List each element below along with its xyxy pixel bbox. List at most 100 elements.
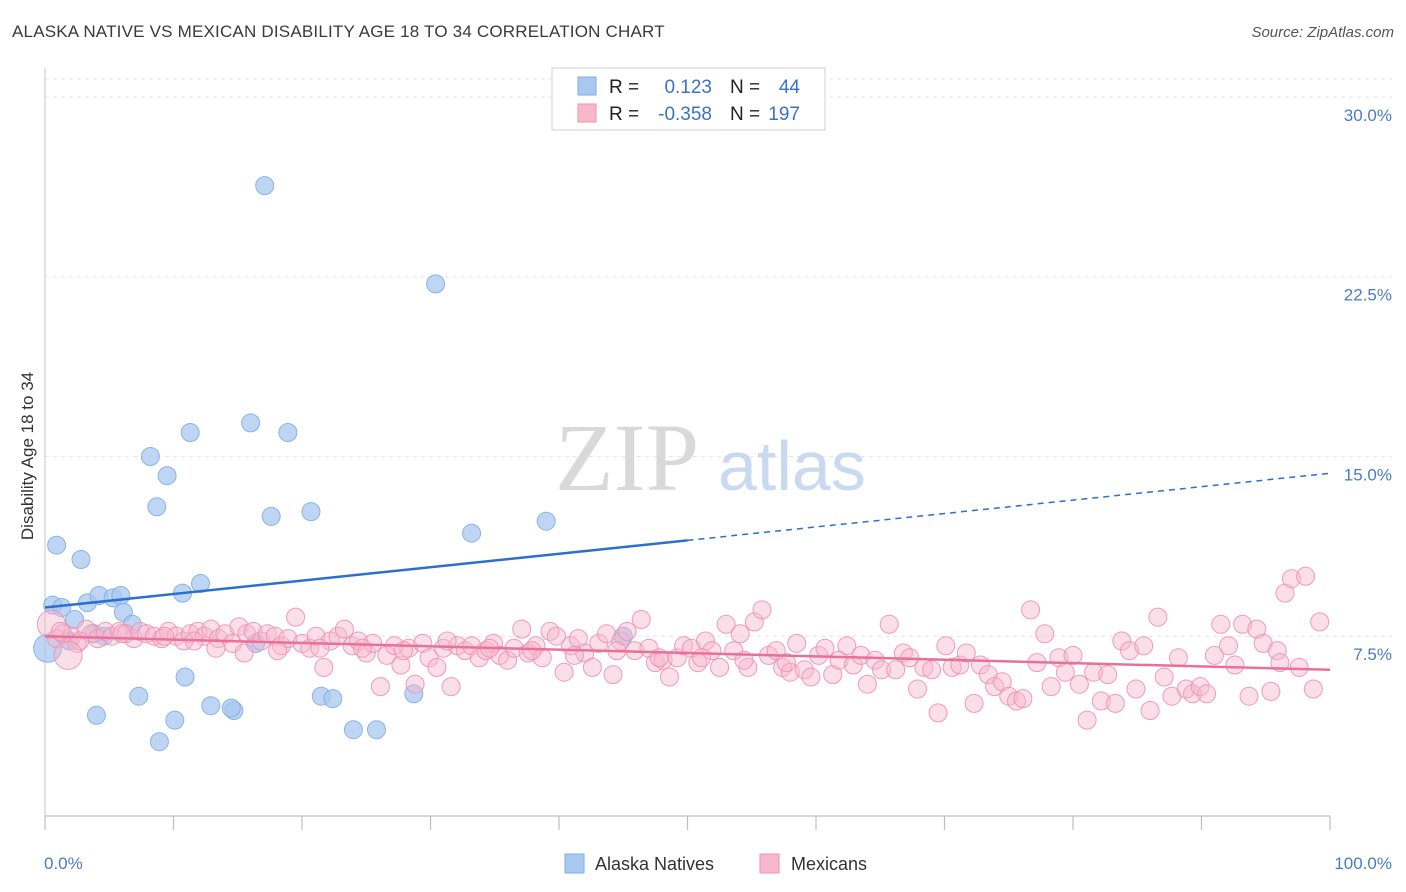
legend-r-value-alaska: 0.123 [664,77,712,98]
mexican-point [310,638,330,658]
mexican-point [589,633,609,653]
mexican-point [399,638,419,658]
alaska-point [367,720,386,740]
alaska-point [165,710,185,730]
mexican-point [1261,681,1281,701]
alaska-point [201,696,221,716]
legend-n-label-alaska: N = [730,77,760,98]
mexican-point [419,648,439,668]
mexican-point [716,614,736,634]
mexican-point [206,638,226,658]
mexican-point [1021,600,1041,620]
legend-r-value-mexicans: -0.358 [658,104,712,125]
mexican-point [936,636,956,656]
mexican-point [1055,662,1075,682]
y-tick-label: 15.0% [1344,465,1392,484]
mexican-point [674,636,694,656]
trend-lines [44,472,1331,672]
mexican-point [787,633,807,653]
mexican-point [1211,614,1231,634]
mexican-point [837,636,857,656]
mexican-point [1282,569,1301,589]
mexican-point [234,643,254,663]
alaska-point [343,720,363,740]
mexican-point [801,667,821,687]
mexican-point [710,657,730,677]
alaska-point [278,423,298,442]
trend-line-solid-0 [44,539,688,609]
mexican-point [314,657,334,677]
mexican-point [992,672,1012,692]
mexican-point [730,624,750,644]
alaska-point [47,535,67,555]
mexican-point [1190,677,1210,697]
mexican-point [1233,614,1253,634]
mexican-point [1069,674,1089,694]
x-tick-label-max: 100.0% [1334,854,1392,873]
mexican-point [1275,583,1295,603]
mexican-point [582,657,602,677]
alaska-point [147,497,167,517]
mexican-point [823,665,843,685]
y-axis-label: Disability Age 18 to 34 [18,372,37,540]
mexican-point [413,633,433,653]
mexican-point [1148,607,1168,627]
alaska-point [426,274,446,294]
mexican-point [942,657,962,677]
mexican-point [794,660,814,680]
alaska-point [404,684,424,704]
mexican-point [243,621,263,641]
alaska-point [462,523,482,543]
mexican-point [334,619,354,639]
trend-line-solid-1 [44,634,1331,672]
mexican-point [554,662,574,682]
mexican-point [67,633,87,653]
legend-swatch-alaska [577,76,597,96]
mexican-point [692,648,712,668]
mexican-point [1126,679,1146,699]
mexican-point [328,626,348,646]
mexican-point [815,638,835,658]
mexican-point [928,703,948,723]
mexican-point [306,626,326,646]
grid-lines [45,78,1392,637]
legend-swatch-mexicans [577,103,597,123]
mexican-point [744,612,764,632]
mexican-point [427,657,447,677]
mexican-point [53,640,83,670]
mexican-point [498,650,518,670]
mexican-point [1310,612,1330,632]
mexican-point [1204,645,1224,665]
alaska-point [140,447,160,466]
mexican-point [370,677,390,697]
source-credit: Source: ZipAtlas.com [1251,24,1394,41]
series-name-alaska: Alaska Natives [595,854,714,874]
mexican-point [1041,677,1061,697]
mexican-point [1098,665,1118,685]
mexican-point [144,626,164,646]
axes [44,68,1331,830]
mexican-point [1120,641,1139,661]
alaska-point [157,466,177,486]
legend-n-value-alaska: 44 [779,77,801,98]
mexican-point [441,677,461,697]
mexican-point [922,660,942,680]
mexican-point [1270,653,1290,673]
watermark: ZIP atlas [555,404,866,511]
watermark-zip: ZIP [555,404,699,511]
legend-r-label-alaska: R = [609,77,639,98]
mexican-point [391,655,411,675]
alaska-point [191,574,210,593]
alaska-point [255,176,275,196]
series-swatch-mexicans [759,853,780,874]
mexican-point [1168,648,1188,668]
series-swatch-alaska [564,853,585,874]
mexican-point [1035,624,1055,644]
mexican-point [1183,684,1202,704]
mexican-point [702,641,722,661]
alaska-point [221,698,241,718]
series-legend: Alaska Natives Mexicans [564,853,867,874]
mexican-point [843,655,863,675]
y-tick-label: 7.5% [1353,645,1392,664]
